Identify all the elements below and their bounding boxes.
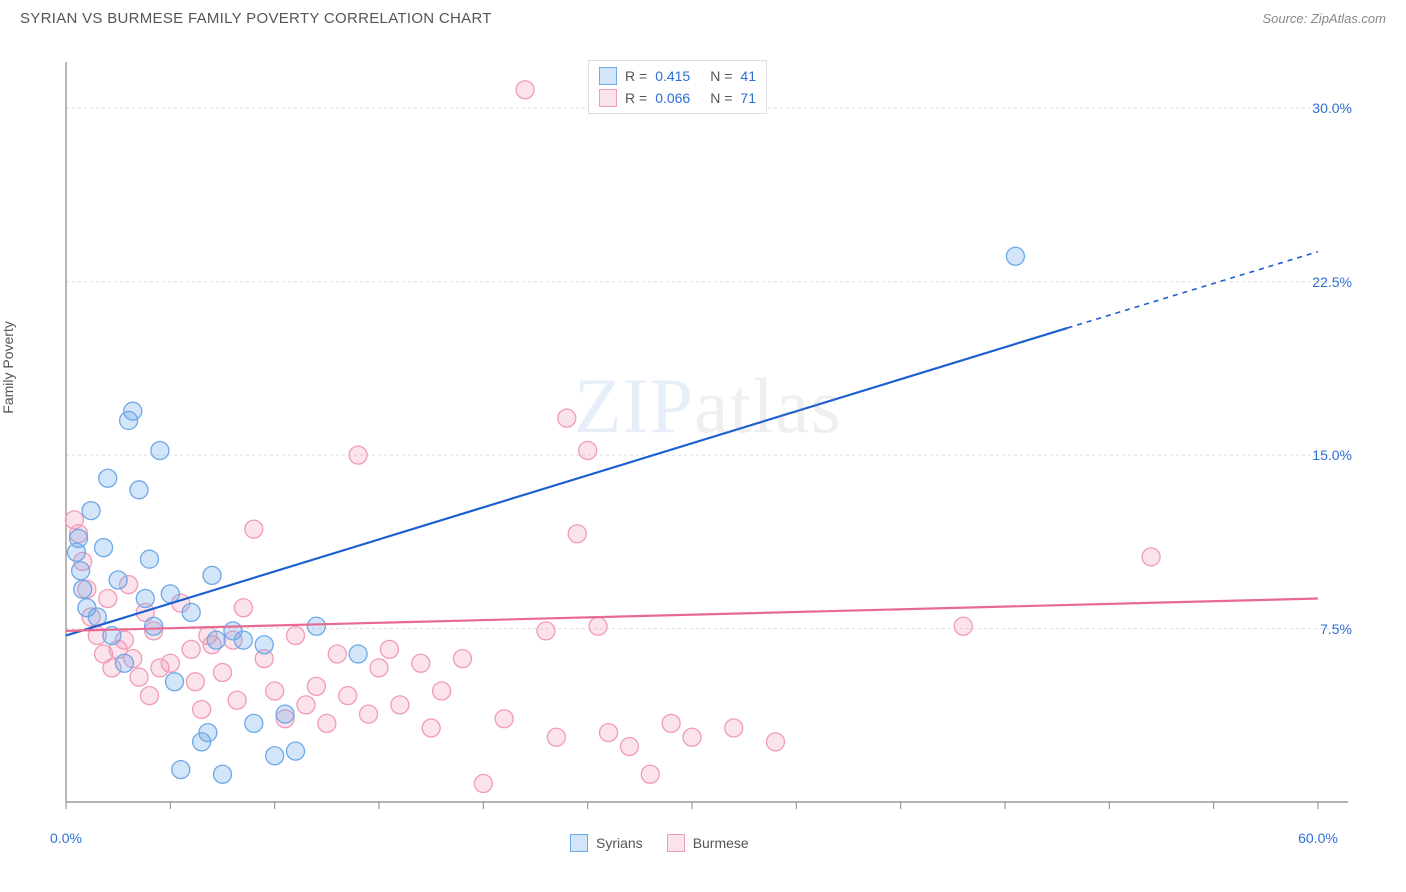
legend-item-syrians: Syrians [570, 834, 643, 852]
chart-title: SYRIAN VS BURMESE FAMILY POVERTY CORRELA… [20, 10, 492, 27]
legend-row-syrians: R = 0.415 N = 41 [599, 65, 756, 87]
swatch-syrians [599, 67, 617, 85]
correlation-legend: R = 0.415 N = 41 R = 0.066 N = 71 [588, 60, 767, 114]
legend-row-burmese: R = 0.066 N = 71 [599, 87, 756, 109]
plot-area: ZIPatlas R = 0.415 N = 41 R = 0.066 N = … [58, 52, 1358, 822]
swatch-syrians-bottom [570, 834, 588, 852]
series-legend: Syrians Burmese [570, 834, 749, 852]
y-axis-label: Family Poverty [0, 321, 16, 414]
scatter-svg [58, 52, 1358, 822]
swatch-burmese [599, 89, 617, 107]
legend-item-burmese: Burmese [667, 834, 749, 852]
chart-header: SYRIAN VS BURMESE FAMILY POVERTY CORRELA… [0, 0, 1406, 33]
swatch-burmese-bottom [667, 834, 685, 852]
chart-area: Family Poverty ZIPatlas R = 0.415 N = 41… [20, 52, 1386, 852]
chart-source: Source: ZipAtlas.com [1262, 11, 1386, 26]
